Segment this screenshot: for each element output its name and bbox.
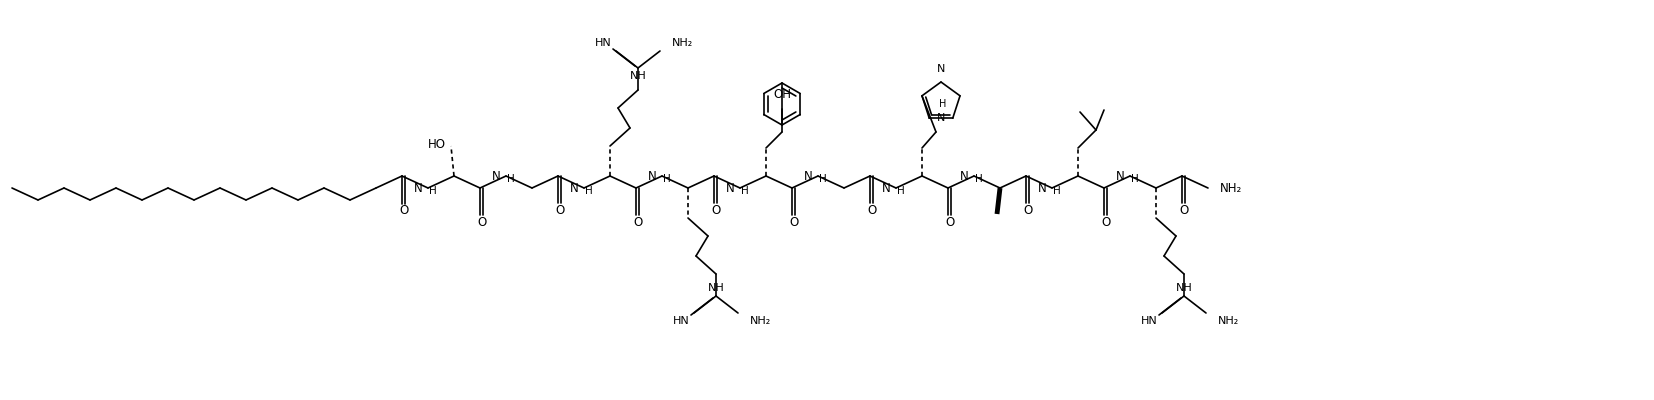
Text: H: H (741, 186, 749, 196)
Text: HO: HO (428, 138, 447, 151)
Text: OH: OH (772, 88, 791, 101)
Text: O: O (789, 216, 799, 228)
Text: HN: HN (1141, 316, 1158, 326)
Text: O: O (1179, 204, 1188, 216)
Text: O: O (1022, 204, 1032, 216)
Text: H: H (586, 186, 592, 196)
Text: O: O (867, 204, 877, 216)
Text: NH₂: NH₂ (672, 38, 693, 48)
Text: O: O (633, 216, 642, 228)
Text: H: H (939, 99, 946, 109)
Text: H: H (428, 186, 437, 196)
Text: NH: NH (1176, 283, 1193, 293)
Text: H: H (896, 186, 905, 196)
Text: N: N (571, 182, 579, 196)
Text: O: O (944, 216, 954, 228)
Text: N: N (804, 170, 814, 184)
Text: O: O (1102, 216, 1110, 228)
Text: NH₂: NH₂ (1217, 316, 1239, 326)
Text: H: H (819, 174, 827, 184)
Text: N: N (1039, 182, 1047, 196)
Text: H: H (1131, 174, 1138, 184)
Text: HN: HN (595, 38, 612, 48)
Text: N: N (726, 182, 734, 196)
Text: NH: NH (708, 283, 724, 293)
Text: O: O (476, 216, 486, 228)
Text: H: H (508, 174, 514, 184)
Text: N: N (414, 182, 423, 196)
Text: H: H (1054, 186, 1060, 196)
Text: N: N (882, 182, 892, 196)
Text: N: N (936, 64, 944, 74)
Text: N: N (493, 170, 501, 184)
Text: H: H (974, 174, 982, 184)
Text: H: H (663, 174, 672, 184)
Text: HN: HN (673, 316, 690, 326)
Text: N: N (1116, 170, 1125, 184)
Text: O: O (399, 204, 409, 218)
Text: NH₂: NH₂ (1221, 182, 1242, 194)
Text: N: N (936, 113, 944, 123)
Text: O: O (554, 204, 564, 216)
Text: O: O (711, 204, 719, 216)
Text: NH: NH (630, 71, 647, 81)
Text: N: N (961, 170, 969, 184)
Text: N: N (648, 170, 657, 184)
Text: NH₂: NH₂ (749, 316, 771, 326)
